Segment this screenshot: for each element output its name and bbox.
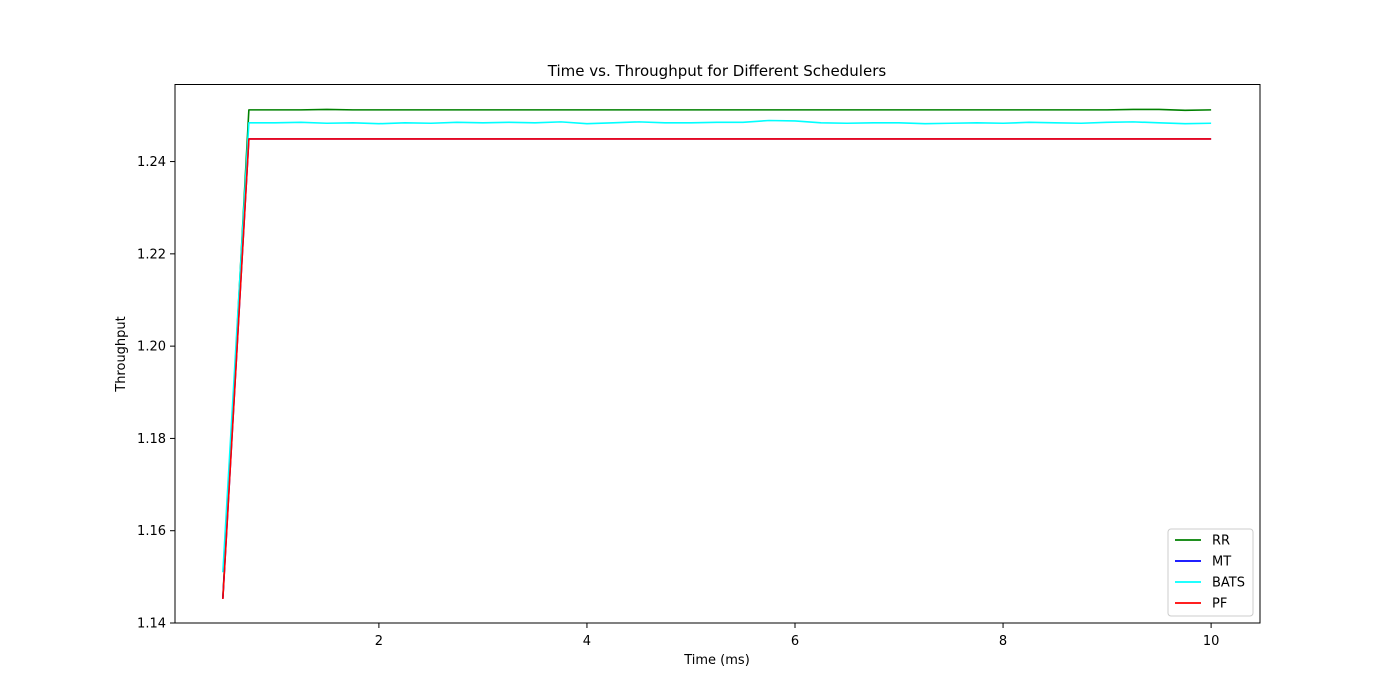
y-tick-label: 1.20 <box>137 340 166 355</box>
plot-frame <box>174 84 1261 624</box>
legend: RR MT BATS PF <box>1167 528 1254 617</box>
legend-label-pf: PF <box>1212 597 1227 612</box>
y-tick-label: 1.14 <box>137 617 166 632</box>
series-line-rr <box>222 108 1212 598</box>
x-tick-label: 4 <box>583 634 591 649</box>
series-line-pf <box>222 138 1212 600</box>
y-tick-label: 1.16 <box>137 524 166 539</box>
x-tick-label: 10 <box>1203 634 1220 649</box>
y-tick-label: 1.22 <box>137 247 166 262</box>
legend-box <box>1167 528 1254 617</box>
legend-label-bats: BATS <box>1212 576 1245 591</box>
y-tick-label: 1.18 <box>137 432 166 447</box>
x-tick-label: 6 <box>791 634 799 649</box>
series-line-bats <box>222 119 1212 573</box>
x-tick-label: 8 <box>999 634 1007 649</box>
x-axis-label: Time (ms) <box>683 653 750 668</box>
legend-label-rr: RR <box>1212 534 1230 549</box>
legend-label-mt: MT <box>1212 555 1231 570</box>
x-axis: 2 4 6 8 10 <box>375 623 1220 649</box>
x-tick-label: 2 <box>375 634 383 649</box>
y-tick-label: 1.24 <box>137 155 166 170</box>
plot-lines <box>222 108 1212 600</box>
series-line-mt <box>222 138 1212 599</box>
chart-title: Time vs. Throughput for Different Schedu… <box>547 62 887 80</box>
y-axis: 1.14 1.16 1.18 1.20 1.22 1.24 <box>137 155 175 632</box>
y-axis-label: Throughput <box>114 316 129 393</box>
